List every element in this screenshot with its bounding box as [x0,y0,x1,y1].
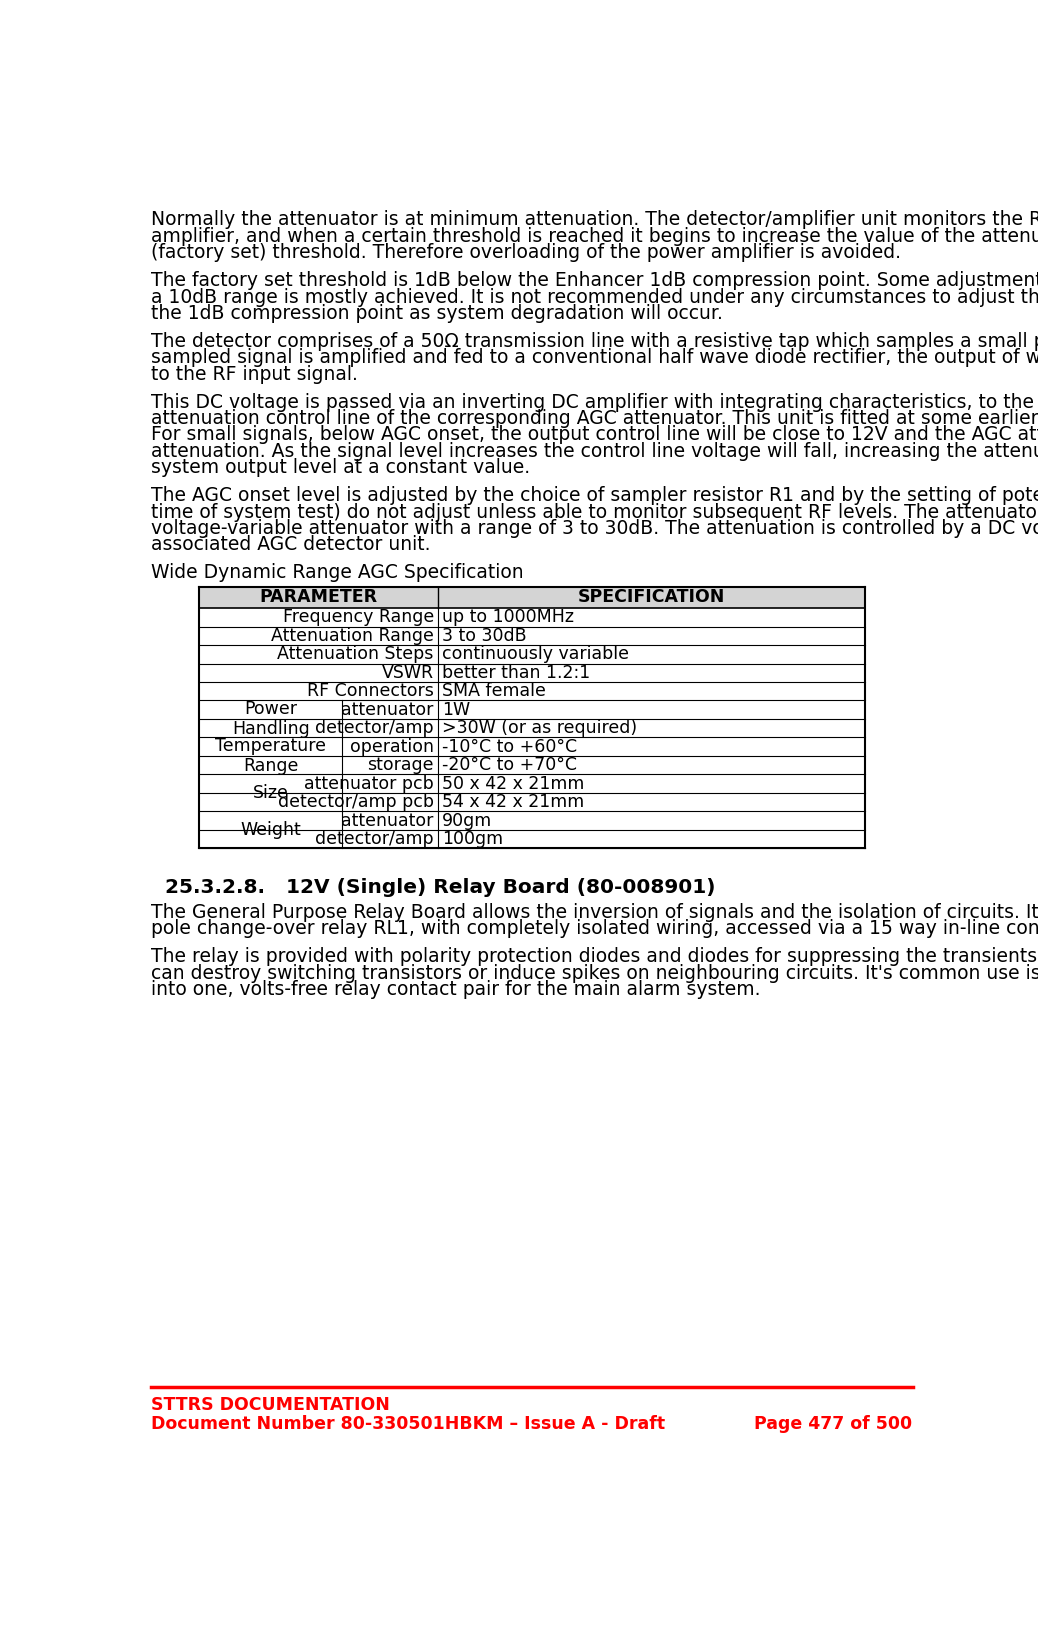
Text: 25.3.2.8.   12V (Single) Relay Board (80-008901): 25.3.2.8. 12V (Single) Relay Board (80-0… [165,878,716,896]
Text: Frequency Range: Frequency Range [282,608,434,626]
Text: to the RF input signal.: to the RF input signal. [152,365,358,383]
Text: system output level at a constant value.: system output level at a constant value. [152,459,530,477]
Text: Weight: Weight [241,821,301,839]
Text: storage: storage [367,757,434,775]
Text: up to 1000MHz: up to 1000MHz [442,608,574,626]
Text: the 1dB compression point as system degradation will occur.: the 1dB compression point as system degr… [152,305,723,323]
Text: 90gm: 90gm [442,811,493,829]
Text: -20°C to +70°C: -20°C to +70°C [442,757,577,775]
Text: The detector comprises of a 50Ω transmission line with a resistive tap which sam: The detector comprises of a 50Ω transmis… [152,333,1038,351]
Text: SMA female: SMA female [442,683,546,699]
Text: 54 x 42 x 21mm: 54 x 42 x 21mm [442,793,584,811]
Text: sampled signal is amplified and fed to a conventional half wave diode rectifier,: sampled signal is amplified and fed to a… [152,349,1038,367]
Text: The relay is provided with polarity protection diodes and diodes for suppressing: The relay is provided with polarity prot… [152,947,1038,966]
Bar [199,586,865,848]
Text: Document Number 80-330501HBKM – Issue A - Draft: Document Number 80-330501HBKM – Issue A … [152,1415,665,1433]
Text: attenuation. As the signal level increases the control line voltage will fall, i: attenuation. As the signal level increas… [152,442,1038,460]
Text: amplifier, and when a certain threshold is reached it begins to increase the val: amplifier, and when a certain threshold … [152,226,1038,246]
Text: Attenuation Steps: Attenuation Steps [277,645,434,663]
Text: Power
Handling: Power Handling [233,699,309,739]
Text: 50 x 42 x 21mm: 50 x 42 x 21mm [442,775,584,793]
Text: detector/amp: detector/amp [316,830,434,848]
Text: a 10dB range is mostly achieved. It is not recommended under any circumstances t: a 10dB range is mostly achieved. It is n… [152,288,1038,306]
Text: STTRS DOCUMENTATION: STTRS DOCUMENTATION [152,1396,390,1414]
Text: detector/amp: detector/amp [316,719,434,737]
Text: Wide Dynamic Range AGC Specification: Wide Dynamic Range AGC Specification [152,563,524,581]
Text: can destroy switching transistors or induce spikes on neighbouring circuits. It': can destroy switching transistors or ind… [152,963,1038,983]
Text: Normally the attenuator is at minimum attenuation. The detector/amplifier unit m: Normally the attenuator is at minimum at… [152,210,1038,229]
Text: continuously variable: continuously variable [442,645,629,663]
Text: Size: Size [253,785,289,803]
Text: into one, volts-free relay contact pair for the main alarm system.: into one, volts-free relay contact pair … [152,980,761,999]
Text: RF Connectors: RF Connectors [307,683,434,699]
Text: attenuator pcb: attenuator pcb [304,775,434,793]
Text: (factory set) threshold. Therefore overloading of the power amplifier is avoided: (factory set) threshold. Therefore overl… [152,244,901,262]
Text: Attenuation Range: Attenuation Range [271,627,434,645]
Text: Temperature
Range: Temperature Range [216,737,326,775]
Text: voltage-variable attenuator with a range of 3 to 30dB. The attenuation is contro: voltage-variable attenuator with a range… [152,519,1038,537]
Text: attenuator: attenuator [342,701,434,719]
Text: 1W: 1W [442,701,470,719]
Text: time of system test) do not adjust unless able to monitor subsequent RF levels. : time of system test) do not adjust unles… [152,503,1038,521]
Text: VSWR: VSWR [382,663,434,681]
Text: This DC voltage is passed via an inverting DC amplifier with integrating charact: This DC voltage is passed via an inverti… [152,393,1038,411]
Text: -10°C to +60°C: -10°C to +60°C [442,737,577,755]
Text: operation: operation [350,737,434,755]
Text: Page 477 of 500: Page 477 of 500 [755,1415,912,1433]
Text: associated AGC detector unit.: associated AGC detector unit. [152,536,431,554]
Text: SPECIFICATION: SPECIFICATION [577,588,725,606]
Text: The factory set threshold is 1dB below the Enhancer 1dB compression point. Some : The factory set threshold is 1dB below t… [152,272,1038,290]
Text: 100gm: 100gm [442,830,503,848]
Text: better than 1.2:1: better than 1.2:1 [442,663,591,681]
Bar [199,586,865,608]
Text: 3 to 30dB: 3 to 30dB [442,627,527,645]
Text: pole change-over relay RL1, with completely isolated wiring, accessed via a 15 w: pole change-over relay RL1, with complet… [152,919,1038,939]
Text: attenuator: attenuator [342,811,434,829]
Text: For small signals, below AGC onset, the output control line will be close to 12V: For small signals, below AGC onset, the … [152,426,1038,444]
Text: detector/amp pcb: detector/amp pcb [278,793,434,811]
Text: >30W (or as required): >30W (or as required) [442,719,637,737]
Text: attenuation control line of the corresponding AGC attenuator. This unit is fitte: attenuation control line of the correspo… [152,410,1038,428]
Text: The AGC onset level is adjusted by the choice of sampler resistor R1 and by the : The AGC onset level is adjusted by the c… [152,486,1038,505]
Text: PARAMETER: PARAMETER [260,588,378,606]
Text: The General Purpose Relay Board allows the inversion of signals and the isolatio: The General Purpose Relay Board allows t… [152,903,1038,922]
